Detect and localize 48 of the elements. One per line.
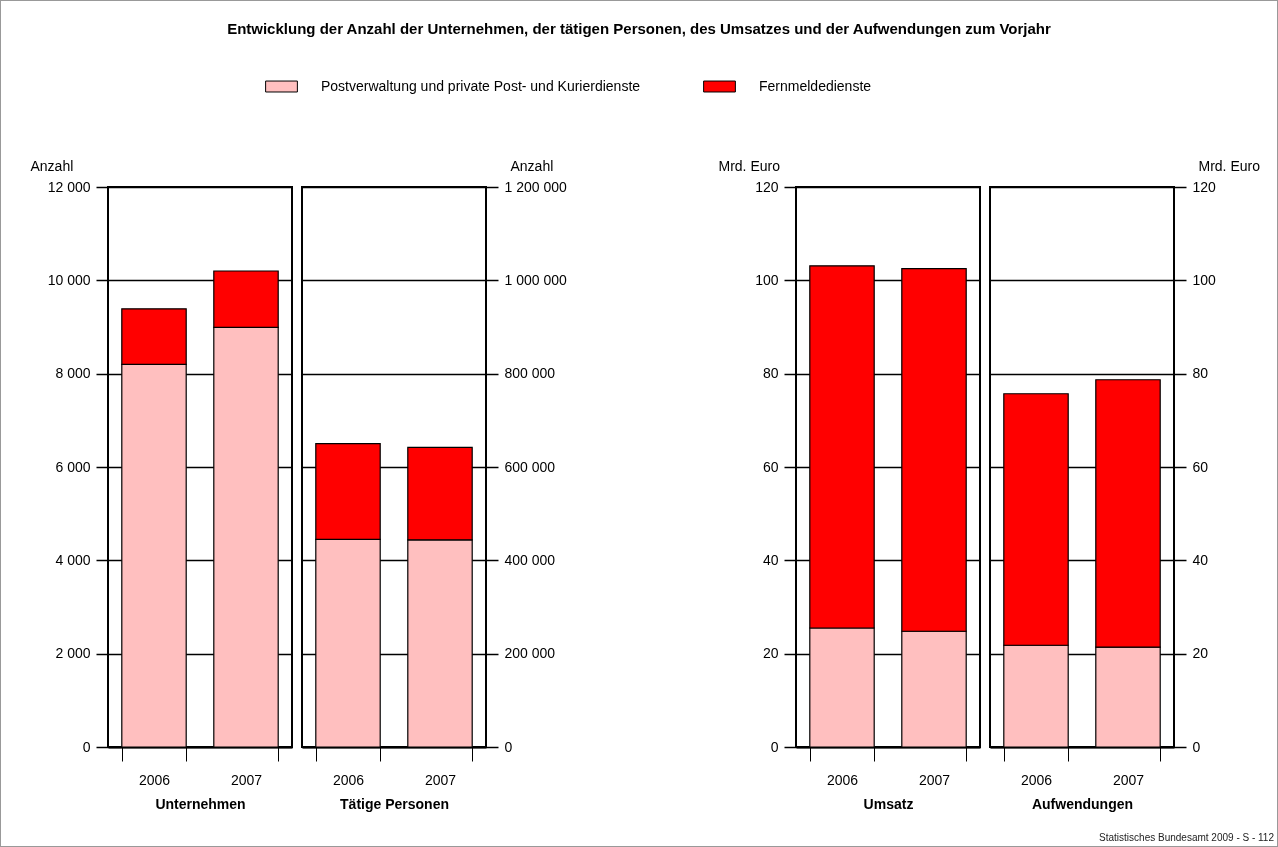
y-tick-label: 0	[770, 738, 779, 755]
y2-tick-label: 200 000	[504, 645, 556, 662]
x-axis-title: Aufwendungen	[1031, 795, 1134, 812]
y-tick-label: 2 000	[55, 645, 91, 662]
x-tick-label: 2006	[826, 771, 859, 788]
y2-tick-label: 60	[1192, 458, 1209, 475]
y-tick-label: 80	[762, 365, 779, 382]
y2-tick-label: 1 000 000	[504, 271, 567, 288]
y-tick-label: 12 000	[47, 178, 91, 195]
y-tick-label: 120	[755, 178, 779, 195]
legend-label: Postverwaltung und private Post- und Kurierdienste	[321, 77, 641, 94]
x-axis-title: Unternehmen	[155, 795, 246, 812]
y2-tick-label: 1 200 000	[504, 178, 567, 195]
text: Entwicklung der Anzahl der Unternehmen, der tätigen Personen, des Umsatzes und der Aufwendungen zum Vorjahr	[226, 20, 1052, 37]
y2-tick-label: 40	[1192, 551, 1209, 568]
x-tick-label: 2007	[424, 771, 457, 788]
y-tick-label: 8 000	[55, 365, 91, 382]
y-axis-title: Anzahl	[30, 157, 74, 174]
x-tick-label: 2006	[332, 771, 365, 788]
x-tick-label: 2007	[1112, 771, 1145, 788]
y-tick-label: 60	[762, 458, 779, 475]
x-tick-label: 2006	[138, 771, 171, 788]
y2-tick-label: 800 000	[504, 365, 556, 382]
y2-tick-label: 0	[504, 738, 513, 755]
text: Statistisches Bundesamt 2009 - S - 112	[1099, 832, 1274, 843]
x-axis-title: Umsatz	[863, 795, 914, 812]
y2-tick-label: 80	[1192, 365, 1209, 382]
y2-axis-title: Mrd. Euro	[1198, 157, 1261, 174]
y2-tick-label: 20	[1192, 645, 1209, 662]
y-tick-label: 4 000	[55, 551, 91, 568]
y2-axis-title: Anzahl	[510, 157, 554, 174]
x-tick-label: 2006	[1020, 771, 1053, 788]
y-tick-label: 0	[82, 738, 91, 755]
y-tick-label: 100	[755, 271, 779, 288]
x-tick-label: 2007	[918, 771, 951, 788]
y-tick-label: 10 000	[47, 271, 91, 288]
y-tick-label: 40	[762, 551, 779, 568]
y-axis-title: Mrd. Euro	[718, 157, 781, 174]
y2-tick-label: 400 000	[504, 551, 556, 568]
x-axis-title: Tätige Personen	[340, 795, 449, 812]
y2-tick-label: 120	[1192, 178, 1217, 195]
y2-tick-label: 600 000	[504, 458, 556, 475]
x-tick-label: 2007	[230, 771, 263, 788]
y-tick-label: 6 000	[55, 458, 91, 475]
y-tick-label: 20	[762, 645, 779, 662]
y2-tick-label: 100	[1192, 271, 1217, 288]
y2-tick-label: 0	[1192, 738, 1201, 755]
legend-label: Fernmeldedienste	[759, 77, 872, 94]
